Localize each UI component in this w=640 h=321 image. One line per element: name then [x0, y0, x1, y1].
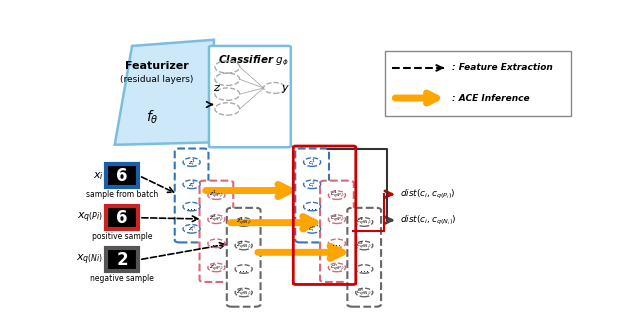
Text: negative sample: negative sample [90, 274, 154, 283]
Bar [106, 164, 138, 187]
Text: $z_{q(N_i)}^1$: $z_{q(N_i)}^1$ [236, 216, 252, 228]
FancyBboxPatch shape [227, 208, 260, 307]
Text: $x_{q(Ni)}$: $x_{q(Ni)}$ [76, 253, 104, 267]
FancyBboxPatch shape [348, 208, 381, 307]
Text: $c_i^1$: $c_i^1$ [308, 157, 316, 168]
Text: $f_\theta$: $f_\theta$ [146, 108, 159, 126]
Text: Classifier $g_\phi$: Classifier $g_\phi$ [218, 53, 289, 68]
Text: ...: ... [360, 264, 369, 274]
Text: $dist(c_i, c_{q(N_{i})})$: $dist(c_i, c_{q(N_{i})})$ [400, 213, 456, 227]
Text: z: z [214, 83, 220, 93]
Bar [385, 51, 571, 117]
Text: 2: 2 [116, 251, 128, 269]
FancyBboxPatch shape [209, 46, 291, 147]
Text: $x_{q(Pi)}$: $x_{q(Pi)}$ [77, 211, 104, 225]
Text: $z_{q(N_i)}^n$: $z_{q(N_i)}^n$ [236, 287, 252, 298]
Text: $z_{q(P_i)}^2$: $z_{q(P_i)}^2$ [209, 213, 224, 225]
FancyBboxPatch shape [295, 149, 329, 242]
Text: ...: ... [212, 239, 221, 248]
Text: ...: ... [239, 264, 248, 274]
Text: $c_i^2$: $c_i^2$ [308, 179, 316, 190]
Text: $c_{q(N_i)}^2$: $c_{q(N_i)}^2$ [356, 239, 372, 252]
Text: y: y [281, 83, 287, 93]
Text: $z_{q(P_i)}^n$: $z_{q(P_i)}^n$ [209, 262, 224, 273]
Text: $x_i$: $x_i$ [93, 170, 104, 182]
Text: $z_{q(N_i)}^2$: $z_{q(N_i)}^2$ [236, 239, 252, 252]
Text: 6: 6 [116, 167, 128, 185]
Polygon shape [115, 40, 214, 145]
Text: ...: ... [332, 239, 341, 248]
Bar [106, 206, 138, 230]
Text: : Feature Extraction: : Feature Extraction [452, 64, 553, 73]
Text: $z_i^1$: $z_i^1$ [188, 157, 196, 168]
Text: ...: ... [308, 202, 317, 212]
Text: $c_{q(N_i)}^1$: $c_{q(N_i)}^1$ [356, 216, 372, 228]
Text: $c_{q(N_i)}^n$: $c_{q(N_i)}^n$ [356, 287, 372, 298]
Text: $dist(c_i, c_{q(P_{i})})$: $dist(c_i, c_{q(P_{i})})$ [400, 188, 456, 201]
Text: $c_{q(P_i)}^2$: $c_{q(P_i)}^2$ [330, 213, 344, 225]
Text: positive sample: positive sample [92, 232, 152, 241]
FancyBboxPatch shape [320, 181, 354, 282]
Text: $c_{q(P_i)}^n$: $c_{q(P_i)}^n$ [330, 262, 344, 273]
Text: (residual layers): (residual layers) [120, 75, 193, 84]
Text: Featurizer: Featurizer [125, 61, 188, 71]
Text: : ACE Inference: : ACE Inference [452, 93, 530, 102]
Text: sample from batch: sample from batch [86, 190, 158, 199]
Bar [106, 248, 138, 272]
Text: 6: 6 [116, 209, 128, 227]
FancyBboxPatch shape [175, 149, 209, 242]
Text: $c_i^n$: $c_i^n$ [308, 224, 316, 234]
Text: $z_i^n$: $z_i^n$ [188, 224, 196, 234]
Text: $c_{q(P_i)}^1$: $c_{q(P_i)}^1$ [330, 189, 344, 201]
Text: $z_i^2$: $z_i^2$ [188, 179, 196, 190]
FancyBboxPatch shape [200, 181, 233, 282]
Text: $z_{q(P_i)}^1$: $z_{q(P_i)}^1$ [209, 189, 224, 201]
Text: ...: ... [187, 202, 196, 212]
